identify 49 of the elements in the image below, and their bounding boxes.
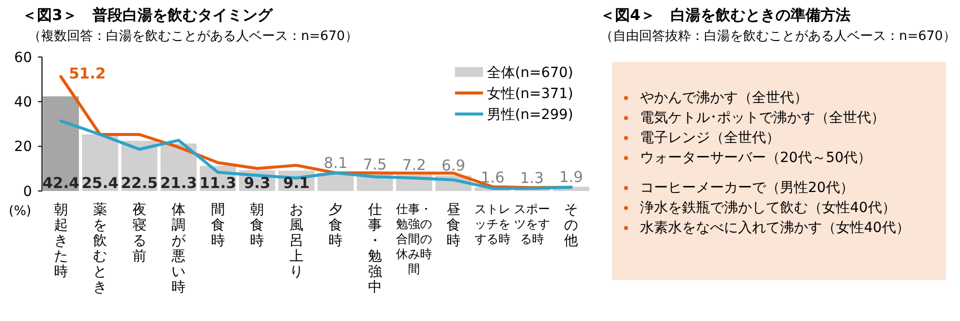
chart-title: ＜図3＞ 普段白湯を飲むタイミング xyxy=(22,6,274,24)
data-label: 7.5 xyxy=(362,155,387,174)
x-tick-label: 昼食時 xyxy=(446,202,460,249)
y-tick-label: 40 xyxy=(14,94,32,111)
x-tick-label: お風呂上り xyxy=(289,202,304,280)
text: ＜図4＞ 白湯を飲むときの準備方法 xyxy=(600,6,850,24)
data-label: 1.3 xyxy=(520,169,544,188)
x-tick-label: 体調が悪い時 xyxy=(170,202,187,296)
data-label: 22.5 xyxy=(120,174,158,192)
y-tick-label: 20 xyxy=(14,139,32,156)
legend-label: 全体(n=670) xyxy=(487,64,574,81)
data-label: 11.3 xyxy=(199,174,236,192)
x-tick-label: 朝起きた時 xyxy=(54,202,68,280)
data-label: 1.9 xyxy=(559,168,584,186)
x-tick-label: 朝食時 xyxy=(250,202,264,249)
text: （自由回答抜粋：白湯を飲むことがある人ベース：n=670） xyxy=(600,29,956,44)
y-axis-title: (%) xyxy=(8,204,32,219)
x-tick-label: 薬を飲むとき xyxy=(93,202,108,296)
data-label: 7.2 xyxy=(402,156,426,174)
x-tick-label: 間食時 xyxy=(210,202,225,249)
y-tick-label: 0 xyxy=(23,184,32,200)
text: コーヒーメーカーで（男性20代） xyxy=(640,180,854,196)
text: ウォーターサーバー（20代～50代） xyxy=(640,150,872,166)
text: 水素水をなべに入れて沸かす（女性40代） xyxy=(640,220,910,236)
data-label: 51.2 xyxy=(68,64,106,83)
x-tick-label: ストレッチをする時 xyxy=(474,202,511,246)
data-label: 9.3 xyxy=(244,174,270,192)
text: やかんで沸かす（全世代） xyxy=(640,90,808,106)
data-label: 21.3 xyxy=(160,174,198,192)
x-tick-label: 仕事・勉強中 xyxy=(366,202,382,296)
chart-subtitle: （複数回答：白湯を飲むことがある人ベース：n=670） xyxy=(28,29,358,44)
data-label: 42.4 xyxy=(42,174,80,192)
y-tick-label: 60 xyxy=(14,50,32,66)
text: 電気ケトル･ポットで沸かす（全世代） xyxy=(640,110,885,126)
x-tick-label: その他 xyxy=(564,202,578,249)
legend-label: 女性(n=371) xyxy=(487,86,574,102)
bar xyxy=(42,96,79,191)
data-label: 8.1 xyxy=(324,154,348,172)
legend-label: 男性(n=299) xyxy=(487,106,574,123)
data-label: 25.4 xyxy=(82,174,119,192)
text: 浄水を鉄瓶で沸かして飲む（女性40代） xyxy=(640,200,896,216)
data-label: 9.1 xyxy=(283,174,310,192)
x-tick-label: 仕事・勉強の合間の休み時間 xyxy=(395,202,432,276)
text: 電子レンジ（全世代） xyxy=(640,130,780,146)
data-label: 1.6 xyxy=(480,168,505,186)
x-tick-label: 夜寝る前 xyxy=(132,202,146,264)
x-tick-label: スポーツをする時 xyxy=(514,202,550,246)
x-tick-label: 夕食時 xyxy=(328,202,343,249)
data-label: 6.9 xyxy=(441,156,466,175)
